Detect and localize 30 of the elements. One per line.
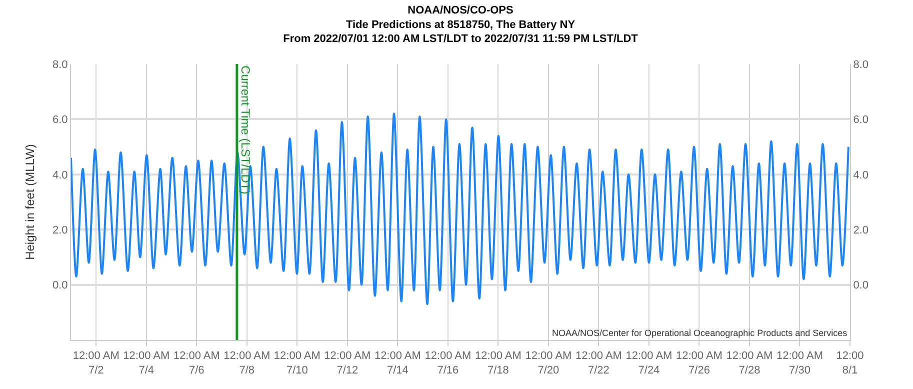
- x-tick-label: 12:00 AM 7/30: [776, 350, 823, 376]
- x-tick-label: 12:00 AM 7/26: [676, 350, 722, 376]
- x-tick-label: 12:00 AM 7/28: [726, 350, 773, 376]
- y-tick-label: 6.0: [52, 114, 68, 126]
- y-tick-label: 4.0: [52, 169, 68, 182]
- y2-tick-label: 4.0: [853, 169, 868, 182]
- x-tick-label: 12:00 AM 7/18: [474, 350, 522, 376]
- y-tick-label: 0.0: [52, 280, 68, 292]
- x-tick-label: 12:00 AM 7/12: [324, 350, 371, 376]
- x-tick-label: 12:00 8/1: [836, 350, 864, 376]
- annotation: NOAA/NOS/Center for Operational Oceanographic Products and Services: [552, 328, 848, 338]
- y2-tick-label: 2.0: [853, 224, 868, 236]
- x-tick-label: 12:00 AM 7/8: [224, 350, 270, 376]
- x-tick-label: 12:00 AM 7/24: [626, 350, 672, 376]
- x-tick-label: 12:00 AM 7/10: [274, 350, 320, 376]
- x-tick-label: 12:00 AM 7/2: [72, 350, 120, 376]
- x-tick-label: 12:00 AM 7/4: [123, 350, 170, 376]
- x-tick-label: 12:00 AM 7/14: [374, 350, 421, 376]
- chart-title: NOAA/NOS/CO-OPS Tide Predictions at 8518750, The Battery NY From 2022/07/01 12:00 AM LST/LDT to 2022/07/31 11:59 PM LST/LDT: [283, 4, 638, 46]
- x-tick-label: 12:00 AM 7/6: [173, 350, 220, 376]
- ref-line-label: Current Time (LST/LDT): [238, 66, 252, 194]
- y2-tick-label: 8.0: [853, 58, 868, 71]
- x-tick-label: 12:00 AM 7/22: [575, 350, 622, 376]
- x-tick-label: 12:00 AM 7/16: [424, 350, 472, 376]
- y2-tick-label: 6.0: [853, 114, 868, 126]
- y-tick-label: 2.0: [52, 224, 68, 236]
- y-tick-label: 8.0: [52, 58, 68, 71]
- y2-tick-label: 0.0: [853, 280, 868, 292]
- x-tick-label: 12:00 AM 7/20: [525, 350, 572, 376]
- y-axis-title: Height in feet (MLLW): [22, 144, 37, 260]
